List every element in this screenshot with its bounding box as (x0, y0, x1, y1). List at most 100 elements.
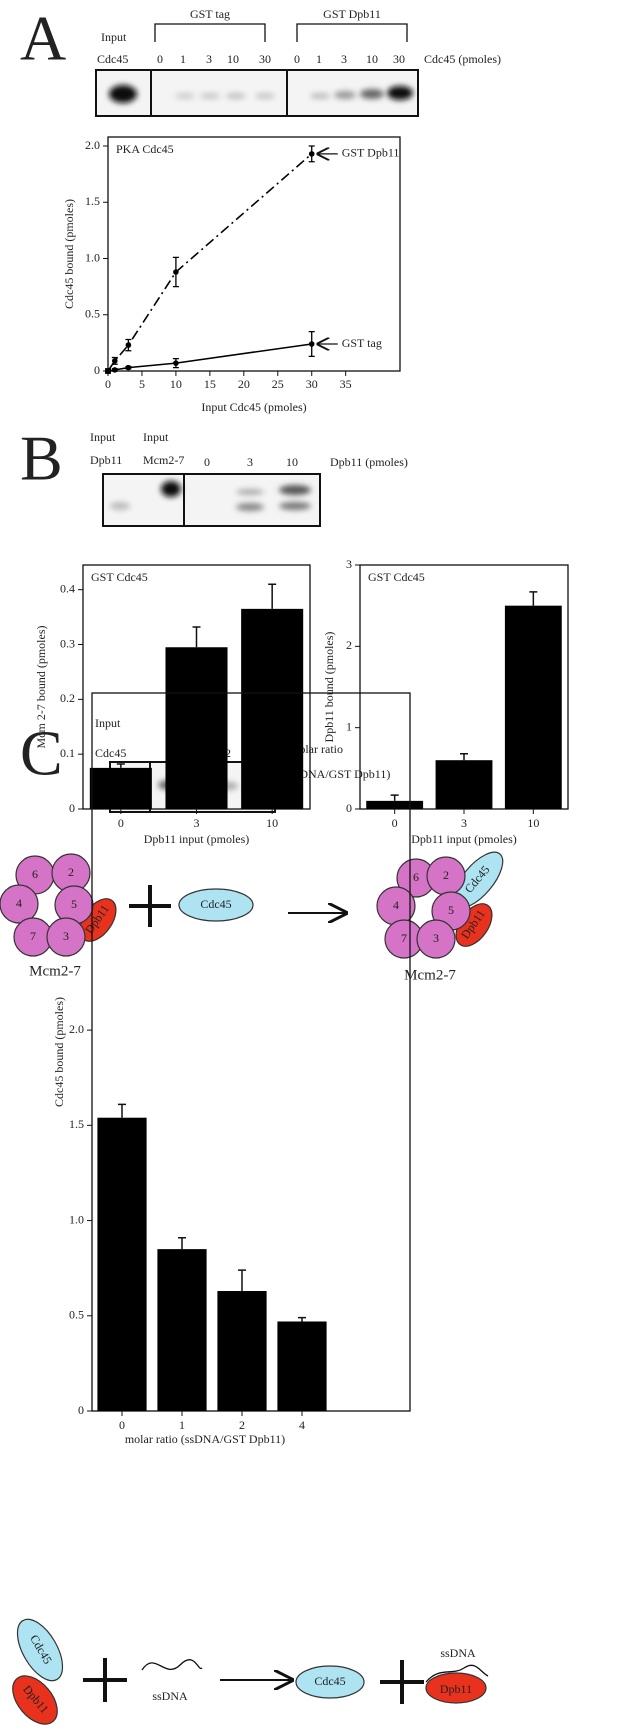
bar (277, 1321, 327, 1411)
gel-label: Input (90, 430, 116, 444)
bar (366, 800, 424, 809)
lane-label: 10 (286, 455, 298, 469)
y-tick-label: 2.0 (69, 1022, 84, 1036)
bar (217, 1291, 267, 1411)
gel-label: GST tag (190, 7, 230, 21)
error-bar (298, 1316, 306, 1322)
bar (165, 647, 228, 809)
label: 6 (32, 867, 38, 881)
x-tick-label: 15 (204, 377, 216, 391)
lane-label: 10 (227, 52, 239, 66)
gel-label: Input (101, 30, 127, 44)
gel (102, 473, 321, 527)
gel-label: Cdc45 (97, 52, 128, 66)
y-tick-label: 0.3 (60, 636, 75, 650)
annotation: GST Cdc45 (91, 570, 148, 584)
label: ssDNA (152, 1689, 188, 1703)
cdc45 (16, 1618, 64, 1682)
cdc45 (295, 1665, 365, 1699)
legend-label: GST Dpb11 (342, 146, 400, 160)
point (173, 269, 179, 275)
y-tick-label: 2.0 (85, 138, 100, 152)
diagram-c: Dpb11 Cdc45 ssDNA Cdc45 ssDNA Dpb11 (12, 1618, 489, 1725)
subunit (46, 917, 86, 957)
bracket (154, 23, 408, 42)
label: Cdc45 (314, 1674, 345, 1688)
cdc45 (178, 888, 254, 922)
x-tick-label: 25 (272, 377, 284, 391)
plus (83, 1658, 127, 1702)
x-tick-label: 10 (266, 816, 278, 830)
ssdna (425, 1664, 489, 1683)
plus (380, 1660, 424, 1704)
x-tick-label: 10 (170, 377, 182, 391)
gel-label: Mcm2-7 (143, 453, 184, 467)
gel-unit: Dpb11 (pmoles) (330, 455, 408, 469)
y-tick-label: 0 (94, 363, 100, 377)
point (125, 364, 132, 371)
y-tick-label: 1.0 (85, 250, 100, 264)
x-tick-label: 3 (194, 816, 200, 830)
x-tick-label: 0 (118, 816, 124, 830)
x-axis-title: Dpb11 input (pmoles) (144, 832, 250, 846)
label: 7 (30, 929, 36, 943)
bar (89, 767, 152, 809)
lane-label: 30 (393, 52, 405, 66)
annotation: GST Cdc45 (368, 570, 425, 584)
lane-label: 30 (259, 52, 271, 66)
label: ssDNA (440, 1646, 476, 1660)
x-tick-label: 3 (461, 816, 467, 830)
y-tick-label: 1.5 (69, 1117, 84, 1131)
gel-bands (110, 481, 311, 511)
y-tick-label: 1.0 (69, 1212, 84, 1226)
y-tick-label: 1.5 (85, 194, 100, 208)
x-axis-title: Input Cdc45 (pmoles) (201, 400, 306, 414)
x-tick-label: 35 (340, 377, 352, 391)
point (111, 367, 118, 373)
gel-unit: Cdc45 (pmoles) (424, 52, 501, 66)
x-tick-label: 1 (179, 1418, 185, 1432)
x-tick-label: 4 (299, 1418, 305, 1432)
x-tick-label: 0 (119, 1418, 125, 1432)
y-axis-title: Cdc45 bound (pmoles) (62, 199, 76, 309)
point (308, 341, 315, 347)
label: 3 (433, 931, 439, 945)
label: 5 (71, 897, 77, 911)
lane-label: 0 (157, 52, 163, 66)
plus (129, 885, 171, 927)
point (125, 342, 132, 348)
label: 3 (63, 929, 69, 943)
y-tick-label: 0.2 (60, 691, 75, 705)
y-tick-label: 0 (346, 801, 352, 815)
panel-label: A (20, 3, 66, 74)
y-tick-label: 0.4 (60, 581, 75, 595)
lane-label: 3 (247, 455, 253, 469)
label: Dpb11 (440, 1682, 472, 1696)
error-bar (118, 1103, 126, 1118)
lane-label: 1 (316, 52, 322, 66)
lane-label: 10 (366, 52, 378, 66)
y-tick-label: 0.5 (85, 307, 100, 321)
lane-labels: 0 1 3 10 30 0 1 3 10 30 (157, 52, 405, 66)
label: 6 (413, 870, 419, 884)
label: Cdc45 (200, 897, 231, 911)
panel-label: C (20, 718, 63, 789)
lane-label: 1 (180, 52, 186, 66)
label: 2 (68, 865, 74, 879)
bar (241, 608, 304, 809)
error-bar (192, 626, 201, 648)
point (111, 358, 118, 364)
gel-label: Dpb11 (90, 453, 122, 467)
gel-bands (109, 85, 413, 103)
lane-label: 0 (294, 52, 300, 66)
y-axis-title: Dpb11 bound (pmoles) (322, 632, 336, 743)
point (105, 368, 111, 374)
subunit (416, 919, 456, 959)
error-bar (238, 1269, 246, 1292)
point (308, 151, 315, 157)
panel-label: B (20, 423, 63, 494)
x-tick-label: 0 (392, 816, 398, 830)
lane-label: 3 (341, 52, 347, 66)
label: Mcm2-7 (29, 963, 81, 979)
